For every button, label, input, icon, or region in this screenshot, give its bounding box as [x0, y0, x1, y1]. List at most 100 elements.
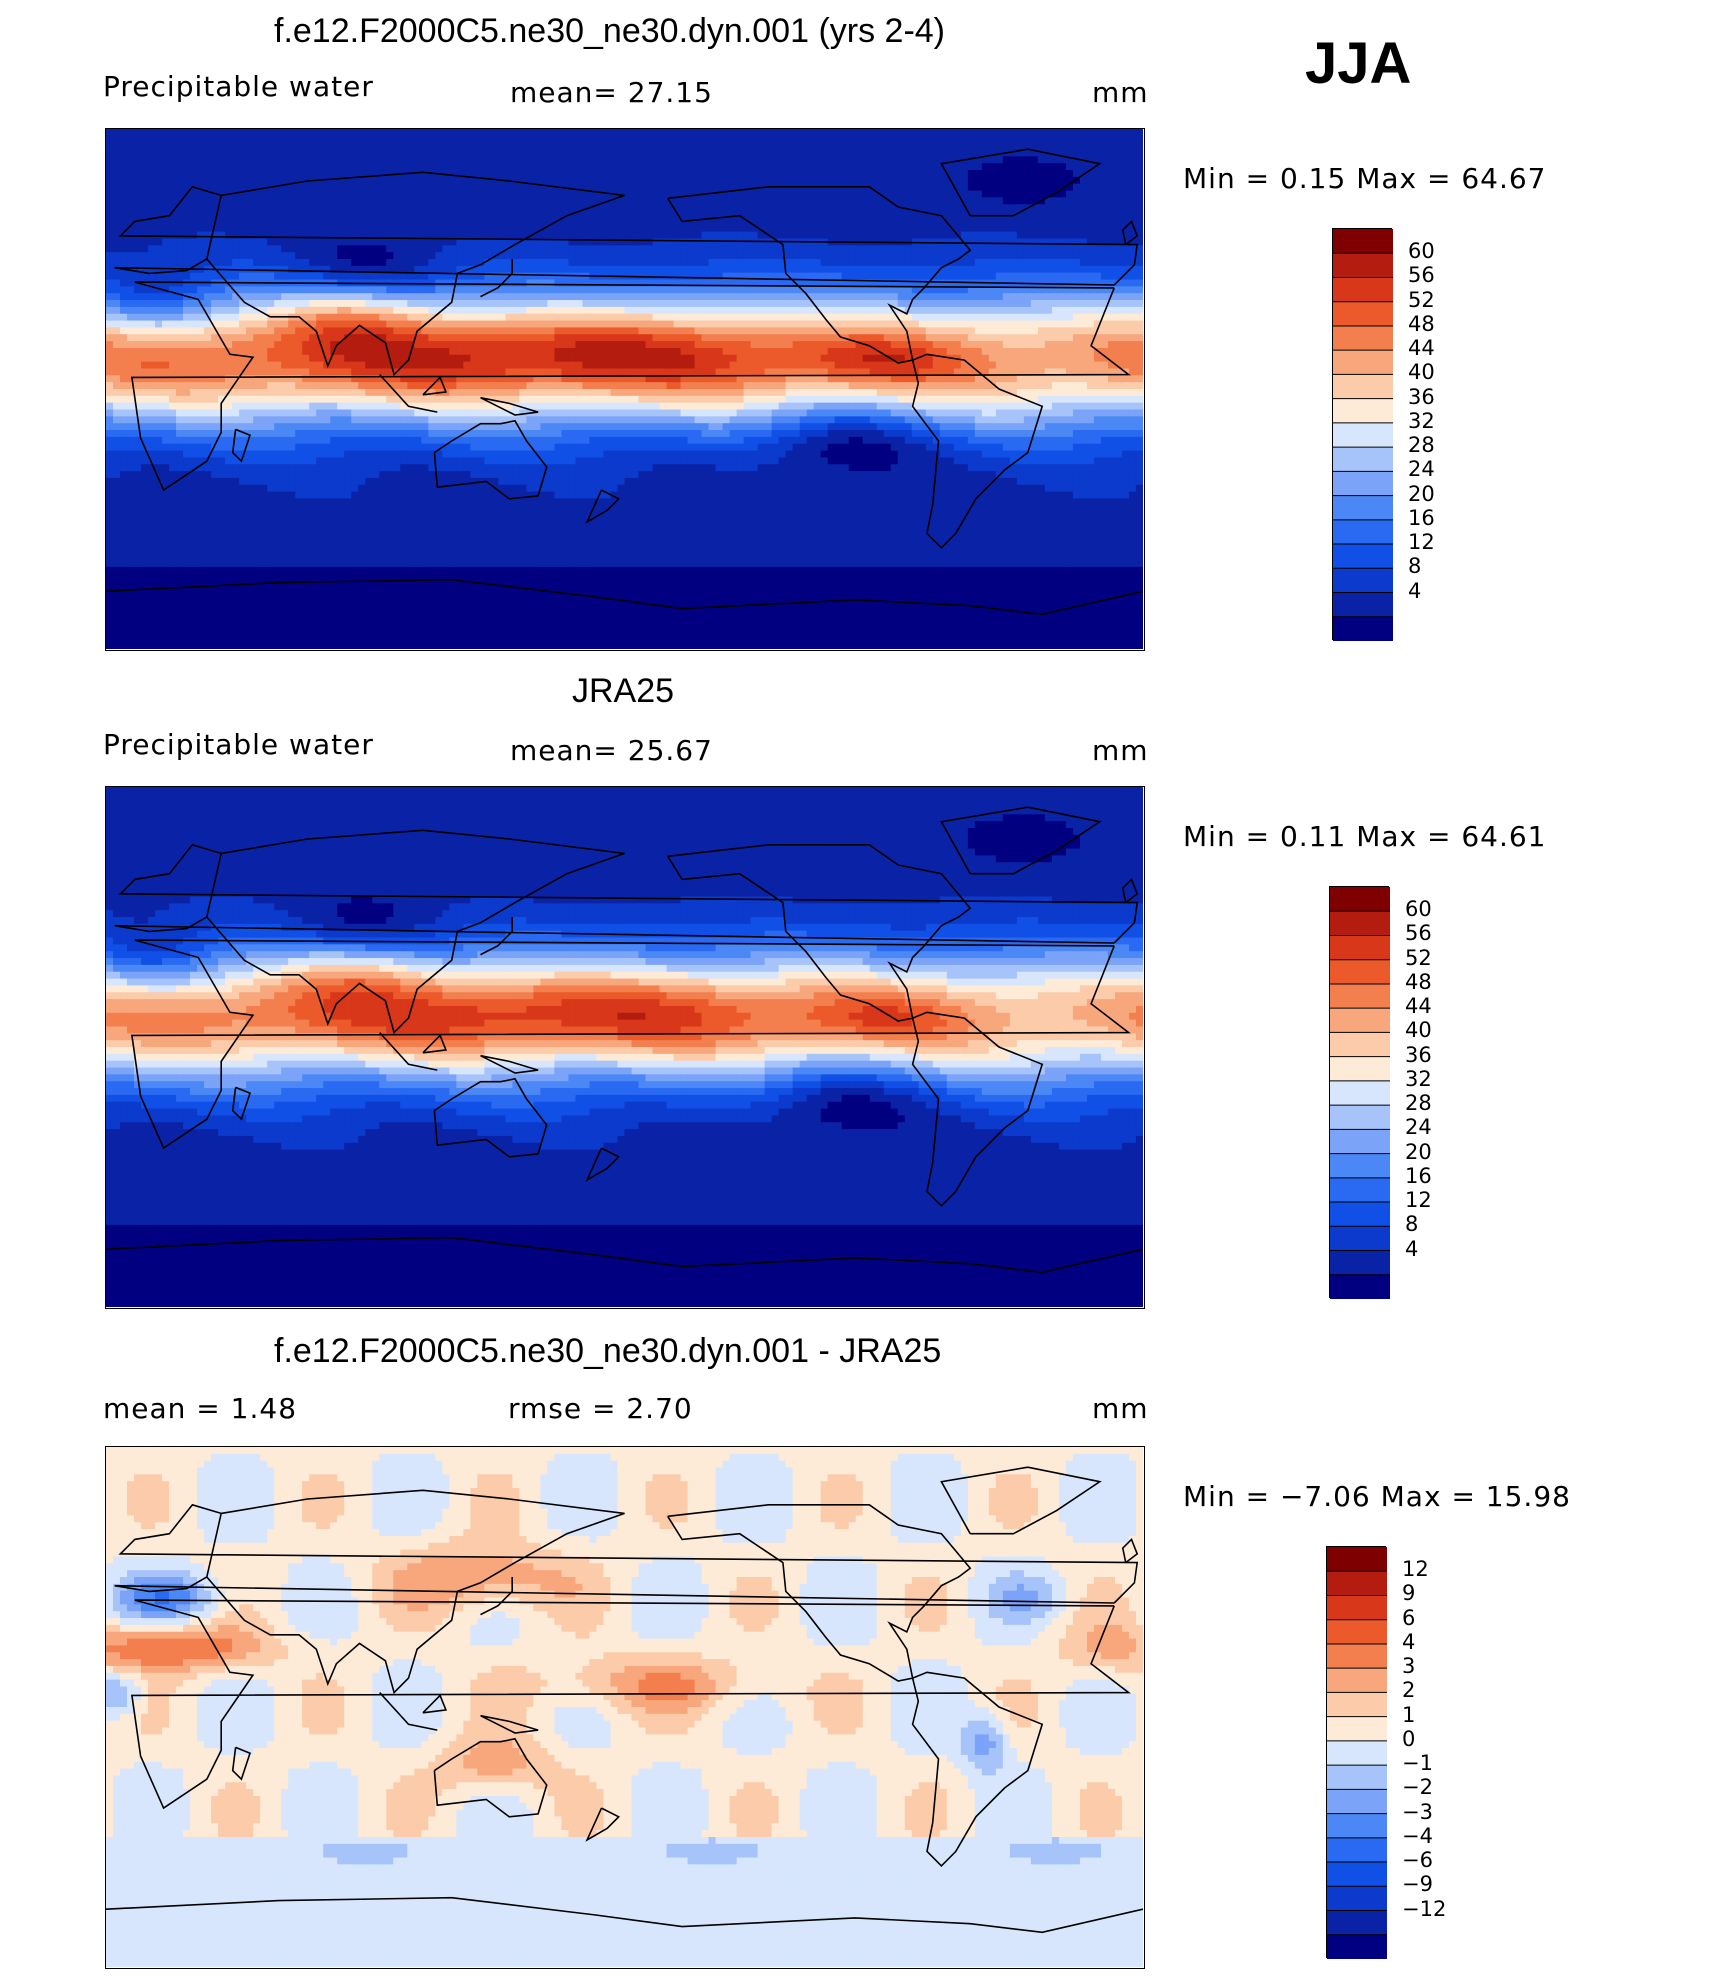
coastline	[206, 1489, 625, 1695]
panel1-mean-label: mean= 27.15	[510, 76, 713, 109]
panel1-colorbar	[1332, 228, 1393, 641]
colorbar-box	[1333, 301, 1393, 327]
colorbar-tick-label: 12	[1408, 530, 1435, 554]
panel2-variable-label: Precipitable water	[103, 728, 374, 761]
colorbar-tick-label: 40	[1408, 360, 1435, 384]
colorbar-box	[1330, 911, 1390, 936]
coastline	[433, 419, 548, 500]
coastline	[667, 843, 972, 1022]
panel1-minmax-label: Min = 0.15 Max = 64.67	[1183, 162, 1547, 195]
coastline	[106, 1236, 1143, 1274]
coastline	[911, 1011, 1044, 1208]
colorbar-box	[1327, 1547, 1387, 1572]
colorbar-box	[1333, 519, 1393, 545]
coastline	[940, 806, 1102, 875]
coastline	[379, 374, 438, 413]
colorbar-tick-label: −12	[1402, 1897, 1446, 1921]
colorbar-tick-label: 24	[1408, 457, 1435, 481]
colorbar-tick-label: 28	[1405, 1091, 1432, 1115]
coastline	[106, 1896, 1143, 1934]
colorbar-box	[1327, 1643, 1387, 1669]
colorbar-tick-label: 36	[1408, 385, 1435, 409]
colorbar-box	[1330, 1032, 1390, 1058]
colorbar-box	[1333, 398, 1393, 424]
colorbar-tick-label: 9	[1402, 1581, 1415, 1605]
colorbar-box	[1330, 1008, 1390, 1033]
colorbar-box	[1330, 1056, 1390, 1082]
colorbar-tick-label: −4	[1402, 1824, 1433, 1848]
panel3-minmax-label: Min = −7.06 Max = 15.98	[1183, 1480, 1571, 1513]
coastline	[206, 829, 625, 1035]
colorbar-tick-label: 16	[1408, 506, 1435, 530]
colorbar-tick-label: 40	[1405, 1018, 1432, 1042]
colorbar-tick-label: 60	[1405, 897, 1432, 921]
coastline	[130, 1599, 1131, 1810]
colorbar-box	[1327, 1813, 1387, 1839]
coastline	[667, 185, 972, 364]
coastline	[114, 843, 1139, 944]
colorbar-box	[1333, 592, 1393, 618]
colorbar-tick-label: 28	[1408, 433, 1435, 457]
colorbar-box	[1333, 471, 1393, 497]
coastline	[422, 1693, 448, 1714]
coastline	[480, 259, 514, 298]
colorbar-box	[1327, 1934, 1387, 1959]
colorbar-box	[1333, 544, 1393, 569]
colorbar-tick-label: 3	[1402, 1654, 1415, 1678]
colorbar-box	[1330, 1250, 1390, 1276]
coastline	[114, 185, 1139, 286]
coastline	[667, 1503, 972, 1682]
colorbar-tick-label: 32	[1408, 409, 1435, 433]
panel2-colorbar	[1329, 886, 1390, 1299]
colorbar-tick-label: 12	[1405, 1188, 1432, 1212]
colorbar-tick-label: 60	[1408, 239, 1435, 263]
colorbar-tick-label: 24	[1405, 1115, 1432, 1139]
colorbar-tick-label: 8	[1408, 554, 1421, 578]
colorbar-tick-label: 2	[1402, 1678, 1415, 1702]
coastline	[206, 171, 625, 377]
coastline	[1121, 219, 1139, 246]
colorbar-box	[1333, 350, 1393, 375]
colorbar-box	[1327, 1571, 1387, 1596]
colorbar-box	[1327, 1910, 1387, 1936]
coastline	[433, 1737, 548, 1818]
coastline	[911, 353, 1044, 550]
colorbar-box	[1327, 1837, 1387, 1863]
panel3-units-label: mm	[1092, 1392, 1149, 1425]
colorbar-box	[1333, 568, 1393, 594]
colorbar-box	[1330, 1080, 1390, 1106]
panel2-map	[105, 786, 1145, 1309]
colorbar-box	[1330, 1105, 1390, 1130]
coastline	[106, 578, 1143, 616]
panel1-units-label: mm	[1092, 76, 1149, 109]
panel3-mean-label: mean = 1.48	[103, 1392, 297, 1425]
colorbar-box	[1327, 1692, 1387, 1718]
coastline	[1121, 877, 1139, 904]
colorbar-tick-label: 20	[1408, 482, 1435, 506]
colorbar-tick-label: 44	[1405, 994, 1432, 1018]
panel1-title: f.e12.F2000C5.ne30_ne30.dyn.001 (yrs 2-4…	[274, 12, 945, 51]
colorbar-tick-label: −1	[1402, 1751, 1433, 1775]
colorbar-box	[1327, 1716, 1387, 1742]
colorbar-box	[1330, 1129, 1390, 1155]
panel1-map	[105, 128, 1145, 651]
colorbar-tick-label: 6	[1402, 1606, 1415, 1630]
colorbar-tick-label: 4	[1405, 1237, 1418, 1261]
coastline	[1121, 1537, 1139, 1564]
colorbar-tick-label: −2	[1402, 1775, 1433, 1799]
colorbar-box	[1327, 1862, 1387, 1887]
colorbar-box	[1333, 253, 1393, 278]
colorbar-tick-label: −6	[1402, 1848, 1433, 1872]
colorbar-box	[1330, 1226, 1390, 1252]
colorbar-box	[1330, 959, 1390, 985]
colorbar-tick-label: 56	[1405, 921, 1432, 945]
coastline	[130, 281, 1131, 492]
coastline	[940, 1466, 1102, 1535]
colorbar-box	[1327, 1740, 1387, 1766]
colorbar-tick-label: 12	[1402, 1557, 1429, 1581]
colorbar-tick-label: 20	[1405, 1140, 1432, 1164]
colorbar-box	[1327, 1765, 1387, 1790]
coastline	[480, 1714, 539, 1734]
coastline	[480, 1577, 514, 1616]
colorbar-tick-label: 48	[1405, 970, 1432, 994]
